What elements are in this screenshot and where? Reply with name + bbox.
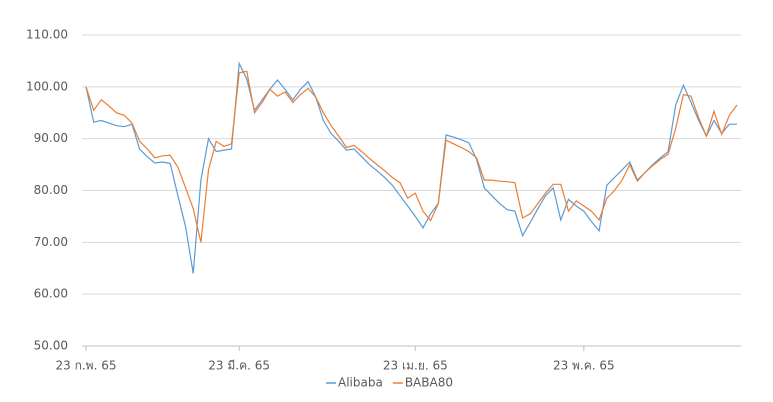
y-tick-label: 80.00 <box>34 183 68 197</box>
x-tick-label: 23 ก.พ. 65 <box>56 359 117 373</box>
x-tick-label: 23 มี.ค. 65 <box>208 359 270 373</box>
series-line <box>85 70 738 243</box>
y-tick-label: 70.00 <box>34 235 68 249</box>
y-tick-label: 50.00 <box>34 339 68 353</box>
y-tick-label: 90.00 <box>34 131 68 145</box>
legend-label: BABA80 <box>405 376 453 390</box>
y-tick-label: 60.00 <box>34 287 68 301</box>
legend-label: Alibaba <box>338 376 383 390</box>
x-tick-label: 23 เม.ย. 65 <box>383 359 448 373</box>
x-tick-label: 23 พ.ค. 65 <box>553 359 615 373</box>
y-tick-label: 110.00 <box>26 28 68 42</box>
y-tick-label: 100.00 <box>26 79 68 93</box>
series-line <box>85 61 737 274</box>
